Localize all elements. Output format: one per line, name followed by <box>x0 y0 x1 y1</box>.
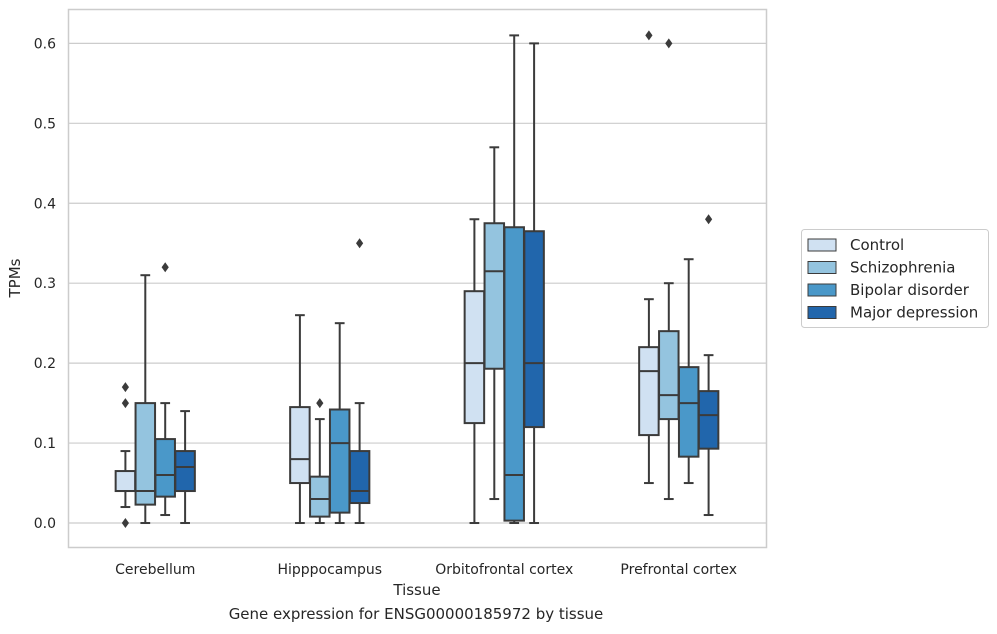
legend-swatch <box>807 238 837 252</box>
box-3-3 <box>697 214 720 517</box>
box <box>677 366 700 458</box>
box-1-3 <box>348 238 371 525</box>
outlier-point <box>665 38 673 49</box>
legend-label: Major depression <box>850 304 978 322</box>
x-axis-ticks: Cerebellum Hipppocampus Orbitofrontal cort… <box>115 562 737 578</box>
y-tick-label: 0.4 <box>34 196 56 212</box>
box-1-1 <box>309 398 331 525</box>
box-2-0 <box>463 218 486 525</box>
box <box>289 406 311 485</box>
box-3-2 <box>677 258 700 485</box>
box <box>523 230 545 429</box>
x-tick-label: Orbitofrontal cortex <box>435 562 573 578</box>
outlier-point <box>121 398 129 409</box>
outlier-point <box>705 214 713 225</box>
box <box>638 346 660 437</box>
outlier-point <box>645 30 653 41</box>
box-3-1 <box>658 38 680 501</box>
y-tick-label: 0.5 <box>34 116 56 132</box>
box <box>309 475 331 518</box>
y-tick-label: 0.6 <box>34 36 56 52</box>
box <box>328 408 351 514</box>
box <box>174 450 196 493</box>
box <box>134 402 157 506</box>
y-tick-label: 0.3 <box>34 276 56 292</box>
legend-swatch <box>807 261 837 274</box>
box-2-3 <box>523 42 545 525</box>
box <box>463 290 486 425</box>
legend-swatch <box>807 306 837 319</box>
outlier-point <box>316 398 324 409</box>
box-series <box>114 30 720 529</box>
box-0-2 <box>154 262 176 517</box>
outlier-point <box>161 262 169 273</box>
outlier-point <box>121 382 129 393</box>
box <box>348 450 371 505</box>
legend-swatch <box>807 283 837 297</box>
box <box>697 390 720 450</box>
box-1-2 <box>328 322 351 525</box>
y-tick-label: 0.0 <box>34 516 56 532</box>
x-tick-label: Hipppocampus <box>277 562 382 578</box>
x-tick-label: Cerebellum <box>115 562 195 578</box>
legend-label: Control <box>850 236 904 254</box>
legend-label: Bipolar disorder <box>850 281 970 299</box>
y-axis-label: TPMs <box>6 258 24 298</box>
box <box>154 438 176 498</box>
x-tick-label: Prefrontal cortex <box>620 562 737 578</box>
box-0-1 <box>134 274 157 525</box>
x-axis-label: Tissue <box>392 581 440 599</box>
figure-caption: Gene expression for ENSG00000185972 by t… <box>228 605 604 623</box>
box <box>658 330 680 421</box>
legend-frame <box>801 229 989 328</box>
outlier-point <box>121 518 129 529</box>
box <box>483 222 506 370</box>
y-axis-ticks: 0.0 0.1 0.2 0.3 0.4 0.5 0.6 <box>34 36 56 532</box>
box-0-3 <box>174 410 196 525</box>
box-2-1 <box>483 146 506 501</box>
y-tick-label: 0.1 <box>34 436 56 452</box>
box-1-0 <box>289 314 311 525</box>
plot-frame <box>67 8 768 549</box>
box-2-2 <box>503 34 525 525</box>
legend: Control Schizophrenia Bipolar disorder Majo… <box>801 229 989 328</box>
box <box>503 226 525 522</box>
box-0-0 <box>114 382 137 529</box>
legend-label: Schizophrenia <box>850 259 955 277</box>
box-3-0 <box>638 30 660 485</box>
y-tick-label: 0.2 <box>34 356 56 372</box>
box <box>114 470 137 493</box>
outlier-point <box>356 238 364 249</box>
